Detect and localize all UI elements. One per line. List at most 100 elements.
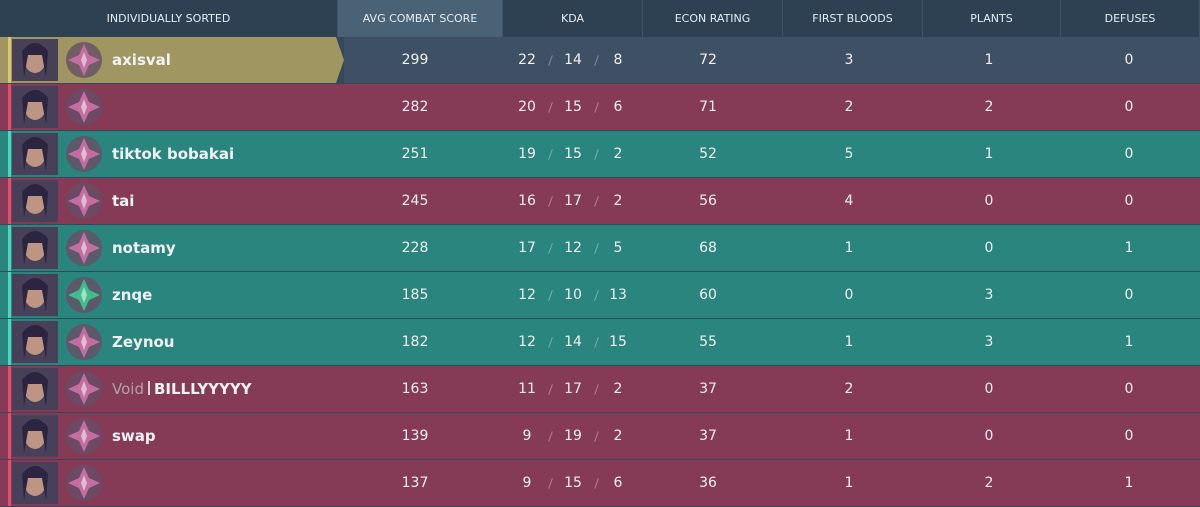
kda-deaths: 15 [564,99,582,115]
acs: 251 [401,146,429,162]
player-icons [12,415,102,457]
player-name-text: tiktok bobakai [112,145,235,163]
player-icons [12,368,102,410]
player-name-text: notamy [112,239,176,257]
acs: 182 [401,334,429,350]
player-row [0,84,1200,130]
column-header[interactable]: INDIVIDUALLY SORTED [0,0,338,37]
defuses: 0 [1124,428,1134,444]
player-icons [12,274,102,316]
player-name: znqe [112,272,152,318]
defuses: 1 [1124,240,1134,256]
kda-kills: 12 [518,287,536,303]
plants: 3 [984,334,994,350]
player-name: Void BILLLYYYYY [112,366,252,412]
first-bloods: 1 [844,475,854,491]
player-row: tai [0,178,1200,224]
player-icons [12,462,102,504]
kda-kills: 9 [522,475,532,491]
econ-rating: 72 [699,52,717,68]
plants: 2 [984,475,994,491]
kda-assists: 13 [609,287,627,303]
defuses: 0 [1124,381,1134,397]
kda-assists: 5 [613,240,623,256]
plants: 3 [984,287,994,303]
player-icons [12,86,102,128]
team-stripe [8,460,11,506]
defuses: 0 [1124,146,1134,162]
player-row: swap [0,413,1200,459]
kda-kills: 20 [518,99,536,115]
kda-deaths: 17 [564,381,582,397]
column-header[interactable]: ECON RATING [643,0,783,37]
kda-kills: 17 [518,240,536,256]
kda-deaths: 14 [564,52,582,68]
kda-assists: 2 [613,193,623,209]
column-header[interactable]: KDA [503,0,643,37]
player-icons [12,133,102,175]
econ-rating: 36 [699,475,717,491]
first-bloods: 2 [844,99,854,115]
player-icons [12,321,102,363]
first-bloods: 3 [844,52,854,68]
kda-deaths: 14 [564,334,582,350]
plants: 0 [984,381,994,397]
player-row: notamy [0,225,1200,271]
kda-assists: 2 [613,381,623,397]
kda-assists: 8 [613,52,623,68]
kda-kills: 16 [518,193,536,209]
plants: 2 [984,99,994,115]
plants: 0 [984,193,994,209]
econ-rating: 60 [699,287,717,303]
player-tag: Void [112,380,144,398]
kda-deaths: 10 [564,287,582,303]
team-stripe [8,413,11,459]
player-name: tai [112,178,134,224]
kda-kills: 12 [518,334,536,350]
kda-assists: 2 [613,146,623,162]
kda-kills: 9 [522,428,532,444]
first-bloods: 0 [844,287,854,303]
acs: 163 [401,381,429,397]
column-header[interactable]: PLANTS [923,0,1061,37]
acs: 185 [401,287,429,303]
column-header[interactable]: DEFUSES [1061,0,1200,37]
kda-deaths: 15 [564,475,582,491]
defuses: 0 [1124,52,1134,68]
player-name-text: Zeynou [112,333,175,351]
econ-rating: 52 [699,146,717,162]
first-bloods: 5 [844,146,854,162]
kda-kills: 11 [518,381,536,397]
column-header[interactable]: AVG COMBAT SCORE [338,0,503,37]
defuses: 1 [1124,334,1134,350]
plants: 0 [984,428,994,444]
first-bloods: 4 [844,193,854,209]
player-row: Void BILLLYYYYY [0,366,1200,412]
kda-deaths: 17 [564,193,582,209]
team-stripe [8,37,11,83]
player-row: Zeynou [0,319,1200,365]
team-stripe [8,225,11,271]
player-name: notamy [112,225,176,271]
player-row [0,460,1200,506]
player-name: tiktok bobakai [112,131,234,177]
player-row-rest [344,37,1200,83]
econ-rating: 37 [699,428,717,444]
econ-rating: 55 [699,334,717,350]
team-stripe [8,366,11,412]
econ-rating: 56 [699,193,717,209]
plants: 1 [984,52,994,68]
player-name: swap [112,413,156,459]
plants: 0 [984,240,994,256]
player-row: tiktok bobakai [0,131,1200,177]
acs: 282 [401,99,429,115]
acs: 137 [401,475,429,491]
acs: 245 [401,193,429,209]
column-header[interactable]: FIRST BLOODS [783,0,923,37]
acs: 228 [401,240,429,256]
player-name-text: znqe [112,286,153,304]
acs: 299 [401,52,429,68]
team-stripe [8,131,11,177]
tag-separator [147,381,150,395]
